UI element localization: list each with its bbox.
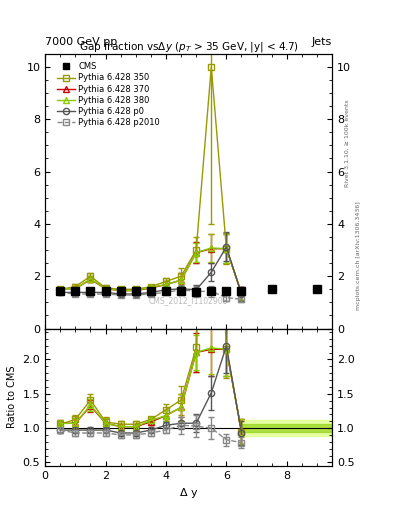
Text: CMS_2012_I1102908: CMS_2012_I1102908 bbox=[149, 296, 228, 306]
Title: Gap fraction vs$\Delta y$ ($p_T$ > 35 GeV, |y| < 4.7): Gap fraction vs$\Delta y$ ($p_T$ > 35 Ge… bbox=[79, 40, 299, 54]
Text: 7000 GeV pp: 7000 GeV pp bbox=[45, 37, 118, 47]
Legend: CMS, Pythia 6.428 350, Pythia 6.428 370, Pythia 6.428 380, Pythia 6.428 p0, Pyth: CMS, Pythia 6.428 350, Pythia 6.428 370,… bbox=[55, 61, 162, 129]
Text: mcplots.cern.ch [arXiv:1306.3436]: mcplots.cern.ch [arXiv:1306.3436] bbox=[356, 202, 361, 310]
Text: Jets: Jets bbox=[312, 37, 332, 47]
X-axis label: $\Delta$ y: $\Delta$ y bbox=[179, 486, 198, 500]
Text: Rivet 3.1.10, ≥ 100k events: Rivet 3.1.10, ≥ 100k events bbox=[345, 99, 350, 187]
Y-axis label: Ratio to CMS: Ratio to CMS bbox=[7, 366, 17, 429]
